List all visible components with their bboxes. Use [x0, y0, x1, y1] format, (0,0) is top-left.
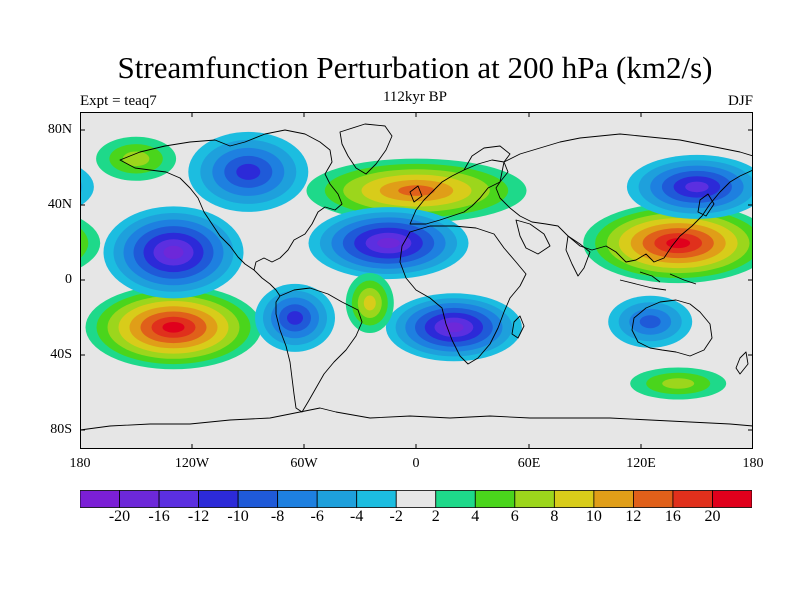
- coastline-antarctica: [80, 407, 753, 431]
- colorbar-label: -16: [148, 508, 170, 525]
- contour-fill: [666, 238, 691, 249]
- colorbar-box: [237, 490, 279, 508]
- colorbar-box: [712, 490, 752, 508]
- experiment-label: Expt = teaq7: [80, 93, 157, 109]
- chart-subtitle: 112kyr BP: [382, 89, 448, 105]
- tick-marks: [80, 112, 753, 449]
- coastline-south-america: [275, 287, 363, 413]
- lat-label-40s: 40S: [50, 347, 72, 362]
- colorbar-label: -2: [389, 508, 403, 525]
- colorbar-box: [356, 490, 397, 508]
- coastline-britain: [409, 185, 423, 203]
- contour-fill: [80, 218, 101, 268]
- contour-fill: [163, 245, 184, 259]
- contour-fills: [80, 131, 753, 400]
- contour-fill: [377, 238, 400, 249]
- lon-label-60w: 60W: [290, 456, 318, 471]
- colorbar-label: -20: [108, 508, 131, 525]
- contour-fill: [639, 315, 661, 329]
- contour-fill: [80, 227, 89, 259]
- map-panel: [80, 112, 753, 449]
- coastline-australia: [631, 299, 713, 357]
- colorbar-label: -4: [350, 508, 364, 525]
- colorbar-label: 20: [704, 508, 721, 525]
- coastline-scandinavia: [463, 145, 511, 171]
- colorbar-box: [553, 490, 595, 508]
- coastline-greenland: [339, 123, 393, 175]
- coastline-north-america: [119, 129, 343, 271]
- lat-label-40n: 40N: [47, 197, 72, 212]
- colorbar-box: [435, 490, 476, 508]
- contour-fill: [398, 185, 435, 196]
- coastline-india: [565, 235, 591, 277]
- lon-label-0: 0: [412, 456, 420, 471]
- colorbar-label: 16: [664, 508, 681, 525]
- colorbar-box: [80, 490, 120, 508]
- colorbar-label: 10: [585, 508, 602, 525]
- chart-title: Streamfunction Perturbation at 200 hPa (…: [117, 50, 713, 85]
- contour-fill: [236, 163, 261, 180]
- colorbar-box: [514, 490, 555, 508]
- contour-fill: [662, 378, 695, 389]
- colorbar-box: [198, 490, 239, 508]
- lat-label-80n: 80N: [47, 122, 72, 137]
- colorbar-label: 4: [471, 508, 480, 525]
- colorbar-box: [316, 490, 358, 508]
- coastline-central-america: [253, 269, 281, 297]
- contour-fill: [122, 151, 150, 167]
- colorbar-box: [474, 490, 516, 508]
- coastline-madagascar: [511, 315, 525, 339]
- lon-label-180w: 180: [69, 456, 91, 471]
- lat-label-80s: 80S: [50, 422, 72, 437]
- lon-label-180e: 180: [742, 456, 764, 471]
- lon-label-120w: 120W: [174, 456, 210, 471]
- colorbar-label: 2: [431, 508, 440, 525]
- contour-fill: [162, 322, 185, 333]
- contour-fill: [363, 295, 376, 311]
- colorbar-label: 8: [550, 508, 559, 525]
- coastline-indonesia: [619, 271, 697, 291]
- season-label: DJF: [727, 93, 753, 109]
- coastline-asia: [495, 133, 753, 263]
- colorbar-box: [672, 490, 713, 508]
- lat-label-0: 0: [65, 272, 72, 287]
- colorbar: [80, 490, 752, 508]
- coastline-europe: [409, 159, 509, 225]
- colorbar-label: -10: [227, 508, 249, 525]
- colorbar-box: [395, 490, 437, 508]
- colorbar-label: -8: [270, 508, 285, 525]
- contour-fill: [80, 167, 94, 207]
- colorbar-box: [593, 490, 634, 508]
- coastline-africa: [399, 225, 527, 365]
- colorbar-box: [158, 490, 199, 508]
- coastline-arabia: [515, 219, 551, 255]
- contour-fill: [287, 311, 303, 325]
- lon-label-120e: 120E: [626, 456, 656, 471]
- colorbar-box: [119, 490, 160, 508]
- contour-map: [80, 112, 753, 449]
- colorbar-label: -12: [187, 508, 210, 525]
- colorbar-label: 6: [510, 508, 519, 525]
- coastlines: [80, 123, 753, 431]
- colorbar-box: [277, 490, 318, 508]
- contour-fill: [444, 322, 464, 333]
- colorbar-box: [633, 490, 674, 508]
- contour-fill: [685, 181, 709, 193]
- coastline-japan: [697, 193, 715, 217]
- colorbar-label: -6: [310, 508, 324, 525]
- colorbar-label: 12: [625, 508, 642, 525]
- coastline-new-zealand: [735, 351, 749, 375]
- lon-label-60e: 60E: [517, 456, 541, 471]
